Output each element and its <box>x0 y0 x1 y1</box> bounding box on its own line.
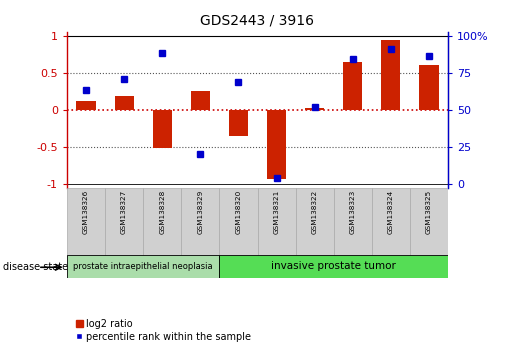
Bar <box>372 188 410 257</box>
Text: GSM138326: GSM138326 <box>83 190 89 234</box>
Bar <box>258 188 296 257</box>
Bar <box>334 188 372 257</box>
Text: prostate intraepithelial neoplasia: prostate intraepithelial neoplasia <box>73 262 213 271</box>
Text: GSM138321: GSM138321 <box>273 190 280 234</box>
Text: GSM138323: GSM138323 <box>350 190 356 234</box>
Title: GDS2443 / 3916: GDS2443 / 3916 <box>200 14 315 28</box>
Text: GSM138320: GSM138320 <box>235 190 242 234</box>
Text: GSM138325: GSM138325 <box>426 190 432 234</box>
Bar <box>76 101 96 110</box>
Bar <box>191 91 210 110</box>
Bar <box>114 96 134 110</box>
Text: invasive prostate tumor: invasive prostate tumor <box>271 261 396 272</box>
Bar <box>181 188 219 257</box>
Bar <box>296 188 334 257</box>
Bar <box>344 62 363 110</box>
Text: GSM138329: GSM138329 <box>197 190 203 234</box>
Bar <box>229 110 248 136</box>
Legend: log2 ratio, percentile rank within the sample: log2 ratio, percentile rank within the s… <box>72 315 255 346</box>
Bar <box>67 188 105 257</box>
Bar <box>419 65 439 110</box>
Bar <box>67 255 219 278</box>
Text: disease state: disease state <box>3 262 67 272</box>
Bar <box>153 110 172 148</box>
Text: GSM138327: GSM138327 <box>121 190 127 234</box>
Bar <box>267 110 286 179</box>
Bar <box>143 188 181 257</box>
Text: GSM138328: GSM138328 <box>159 190 165 234</box>
Bar <box>219 255 448 278</box>
Bar <box>382 40 401 110</box>
Bar <box>410 188 448 257</box>
Bar <box>219 188 258 257</box>
Text: GSM138324: GSM138324 <box>388 190 394 234</box>
Text: GSM138322: GSM138322 <box>312 190 318 234</box>
Bar <box>305 108 324 110</box>
Bar <box>105 188 143 257</box>
